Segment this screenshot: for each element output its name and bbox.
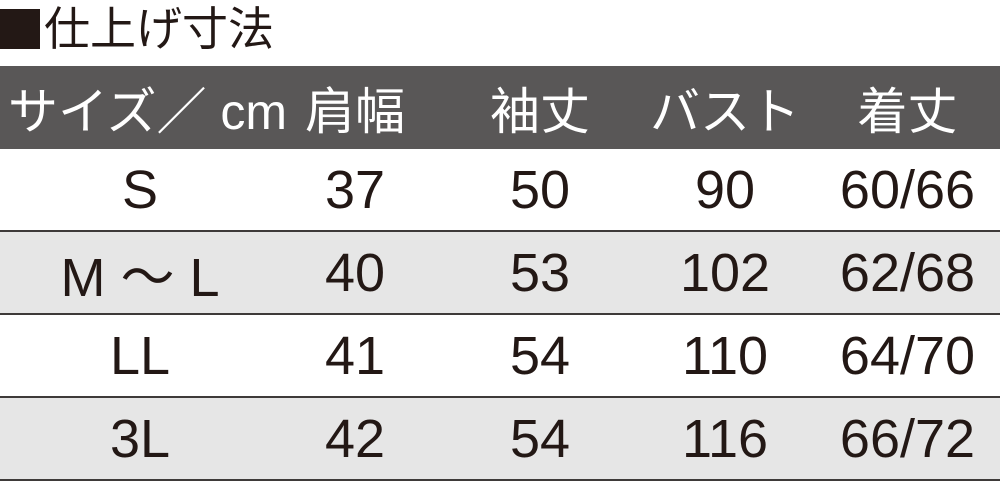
section-title: 仕上げ寸法 (0, 0, 274, 60)
cell-length: 66/72 (839, 408, 976, 469)
header-shoulder: 肩幅 (305, 83, 405, 140)
cell-sleeve: 50 (509, 159, 571, 220)
table-row: LL 41 54 110 64/70 (0, 315, 1000, 398)
cell-size: M ～ L (60, 248, 220, 308)
cell-shoulder: 42 (324, 408, 386, 469)
cell-length: 62/68 (839, 242, 976, 303)
header-size: サイズ／ cm (8, 83, 288, 140)
cell-bust: 116 (681, 408, 769, 469)
table-row: M ～ L 40 53 102 62/68 (0, 232, 1000, 315)
black-square-icon (0, 9, 40, 49)
cell-bust: 110 (681, 325, 769, 386)
cell-shoulder: 37 (324, 159, 386, 220)
cell-sleeve: 54 (509, 408, 571, 469)
cell-length: 64/70 (839, 325, 976, 386)
table-row: S 37 50 90 60/66 (0, 149, 1000, 232)
cell-size: S (121, 159, 159, 220)
size-table: サイズ／ cm 肩幅 袖丈 バスト 着丈 S 37 50 90 60/66 M … (0, 66, 1000, 481)
cell-bust: 90 (694, 159, 756, 220)
cell-length: 60/66 (839, 159, 976, 220)
section-title-text: 仕上げ寸法 (44, 3, 274, 55)
cell-shoulder: 40 (324, 242, 386, 303)
cell-bust: 102 (679, 242, 771, 303)
table-row: 3L 42 54 116 66/72 (0, 398, 1000, 481)
cell-size: LL (109, 325, 171, 386)
cell-sleeve: 54 (509, 325, 571, 386)
header-length: 着丈 (857, 83, 958, 140)
header-sleeve: 袖丈 (490, 83, 590, 140)
cell-sleeve: 53 (509, 242, 571, 303)
header-bust: バスト (650, 83, 800, 140)
cell-size: 3L (109, 408, 171, 469)
table-header-row: サイズ／ cm 肩幅 袖丈 バスト 着丈 (0, 66, 1000, 149)
cell-shoulder: 41 (324, 325, 386, 386)
